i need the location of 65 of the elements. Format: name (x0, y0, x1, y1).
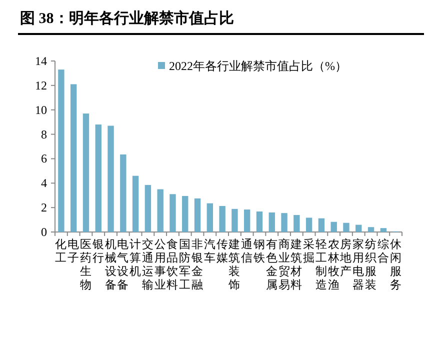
bar (356, 224, 362, 232)
bar (206, 203, 214, 232)
x-tick-label: 休闲服务 (390, 238, 402, 292)
bar (144, 184, 152, 232)
bar (256, 211, 263, 232)
y-tick-label: 8 (41, 127, 47, 142)
x-tick-label: 农林牧渔 (326, 238, 340, 292)
y-tick-label: 6 (41, 152, 47, 166)
x-tick-label: 银行 (91, 238, 104, 264)
bar (132, 176, 139, 232)
legend-label: 2022年各行业解禁市值占比（%） (169, 59, 347, 73)
x-tick-label: 机械设备 (104, 238, 117, 292)
bar (294, 215, 300, 232)
bar (219, 206, 226, 232)
x-tick-label: 医药生物 (80, 238, 92, 292)
x-tick-label: 采掘 (303, 238, 316, 264)
x-tick-label: 家用电器 (352, 237, 365, 292)
bar (268, 212, 275, 232)
x-tick-label: 轻工制造 (315, 238, 328, 292)
y-tick-label: 10 (35, 102, 47, 117)
y-tick-label: 14 (35, 54, 47, 68)
x-tick-label: 综合 (377, 237, 390, 264)
bar (330, 222, 337, 232)
bar (70, 84, 77, 232)
bar (170, 194, 176, 232)
x-tick-label: 电气设备 (117, 238, 130, 292)
bar (318, 218, 325, 232)
bar (380, 228, 387, 232)
bar (343, 222, 350, 232)
x-tick-label: 商业贸易 (278, 237, 290, 292)
x-tick-label: 非银金融 (190, 238, 204, 292)
x-tick-label: 电子 (68, 238, 80, 264)
bar (244, 210, 250, 232)
x-tick-label: 计算机 (130, 238, 142, 278)
bar (281, 213, 288, 232)
x-tick-label: 房地产 (339, 237, 352, 278)
bar (157, 189, 164, 232)
bar (82, 114, 90, 232)
y-tick-label: 2 (41, 200, 47, 215)
y-tick-label: 4 (41, 176, 47, 190)
x-tick-label: 通信 (241, 238, 254, 264)
x-tick-label: 纺织服装 (365, 237, 378, 292)
bar (182, 196, 188, 232)
bar (58, 70, 64, 232)
x-tick-label: 汽车 (204, 238, 216, 264)
x-tick-label: 钢铁 (252, 238, 266, 264)
bar (108, 126, 114, 232)
bar (368, 227, 374, 232)
x-tick-label: 交通运输 (142, 237, 154, 292)
x-tick-label: 化工 (55, 238, 68, 264)
y-tick-label: 0 (41, 225, 47, 239)
x-tick-label: 有色金属 (266, 238, 278, 292)
bar (95, 124, 102, 232)
x-tick-label: 建筑材料 (290, 238, 303, 292)
bar (306, 218, 312, 232)
bar (232, 208, 238, 232)
bar (194, 198, 201, 232)
y-tick-label: 12 (35, 78, 47, 92)
chart-title: 图 38：明年各行业解禁市值占比 (20, 9, 234, 27)
x-tick-label: 建筑装饰 (228, 238, 241, 292)
x-tick-label: 传媒 (216, 238, 228, 264)
x-tick-label: 公用事业 (154, 238, 166, 292)
x-tick-label: 食品饮料 (166, 238, 179, 292)
bar (120, 154, 126, 232)
x-tick-label: 国防军工 (179, 238, 192, 292)
